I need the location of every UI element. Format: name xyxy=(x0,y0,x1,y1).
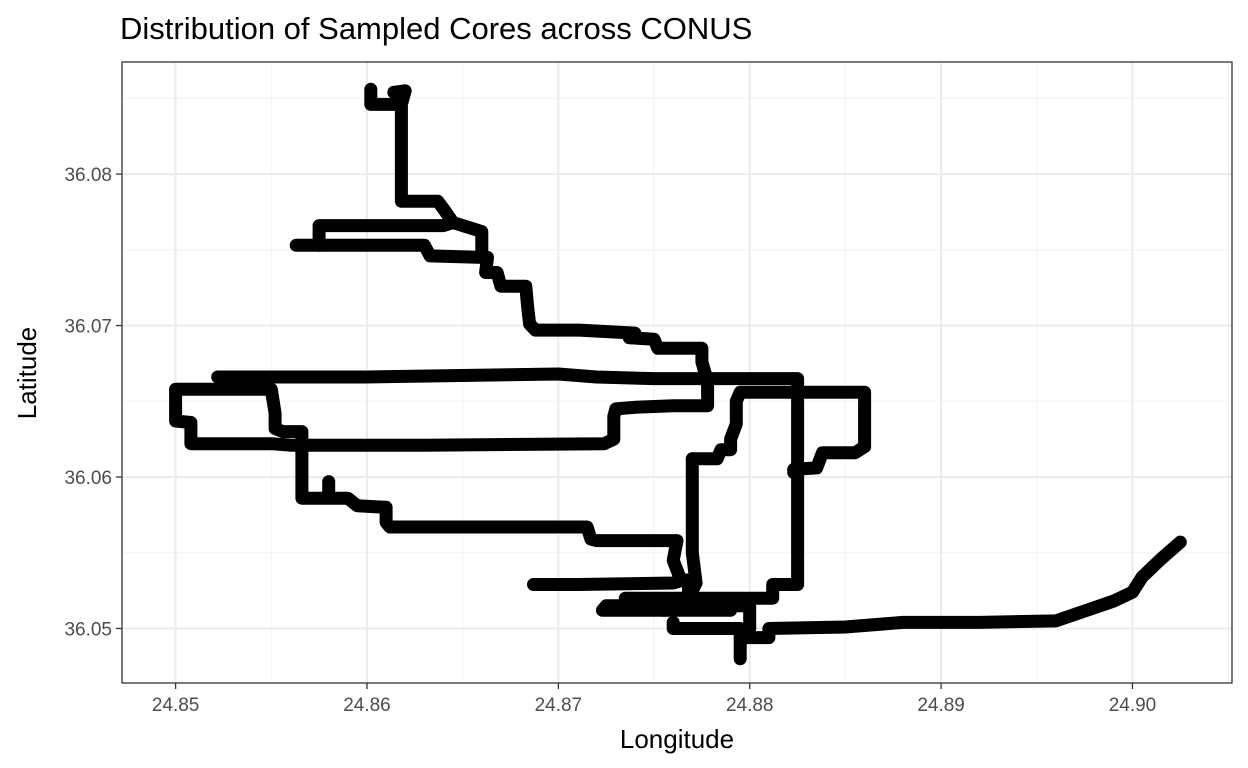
y-tick-label: 36.06 xyxy=(64,468,112,489)
y-tick-label: 36.07 xyxy=(64,317,112,338)
x-tick-label: 24.85 xyxy=(152,695,200,716)
x-axis-title: Longitude xyxy=(620,724,734,754)
y-axis-title: Latitude xyxy=(12,327,42,420)
sample-track-5 xyxy=(211,367,805,617)
x-tick-label: 24.88 xyxy=(726,695,774,716)
y-tick-label: 36.08 xyxy=(64,165,112,186)
sample-track-9 xyxy=(733,535,1187,666)
y-tick-label: 36.05 xyxy=(64,619,112,640)
y-axis-ticks: 36.05 36.06 36.07 36.08 xyxy=(64,165,122,640)
sample-track-11 xyxy=(666,615,747,643)
chart-title: Distribution of Sampled Cores across CON… xyxy=(120,11,752,46)
sample-track-3 xyxy=(312,216,460,252)
x-tick-label: 24.90 xyxy=(1109,695,1157,716)
minor-gridlines xyxy=(122,62,1232,683)
x-tick-label: 24.86 xyxy=(343,695,391,716)
sample-track-7 xyxy=(682,452,703,605)
x-tick-label: 24.89 xyxy=(917,695,965,716)
x-axis-ticks: 24.85 24.86 24.87 24.88 24.89 24.90 xyxy=(152,683,1156,716)
x-tick-label: 24.87 xyxy=(535,695,583,716)
sample-track-8 xyxy=(527,573,690,591)
sample-track-2 xyxy=(289,238,489,264)
sample-tracks xyxy=(169,82,1187,666)
panel-border xyxy=(121,61,1233,684)
sample-track-6 xyxy=(685,385,872,479)
